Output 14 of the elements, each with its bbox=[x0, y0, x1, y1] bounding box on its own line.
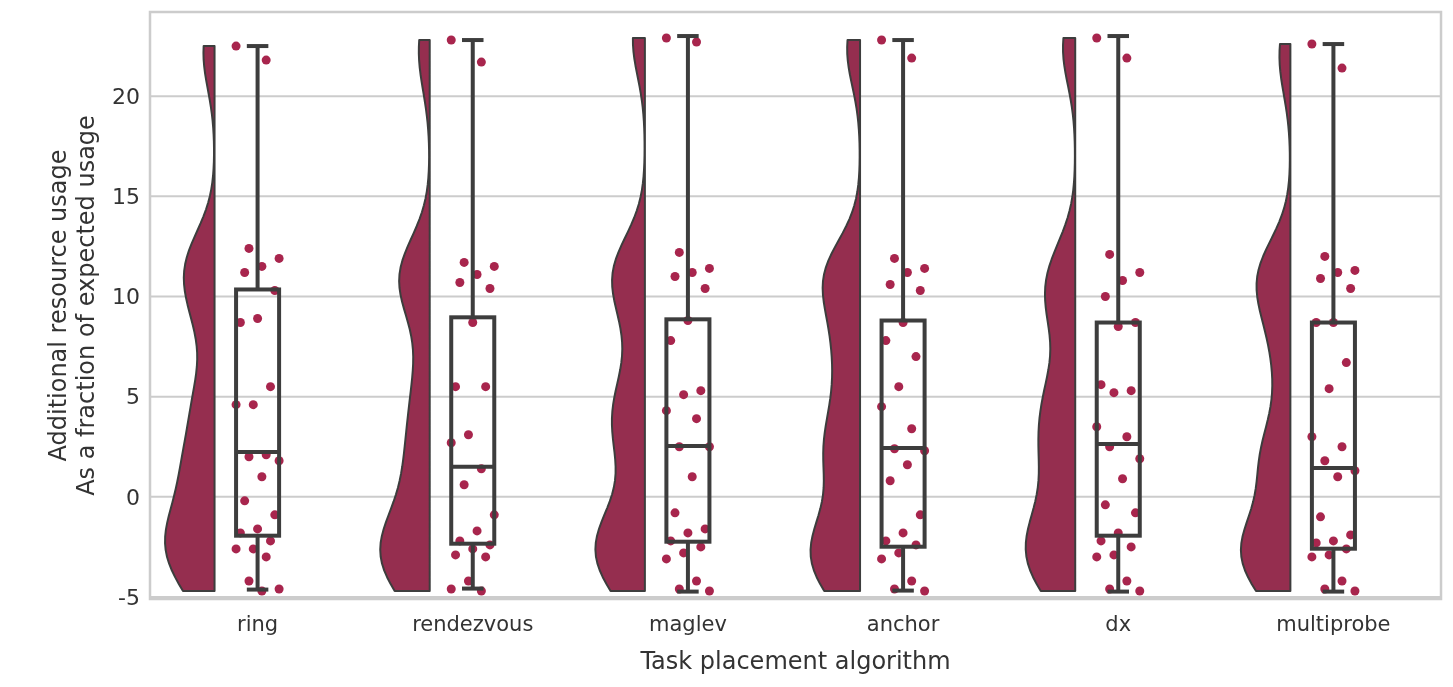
x-tick-label: multiprobe bbox=[1276, 612, 1391, 636]
y-tick-label: 0 bbox=[126, 484, 140, 510]
x-tick-label: dx bbox=[1105, 612, 1132, 636]
x-tick-label: anchor bbox=[866, 612, 940, 636]
x-tick-label: ring bbox=[237, 612, 279, 636]
y-tick-label: 20 bbox=[112, 83, 140, 109]
x-tick-label: rendezvous bbox=[412, 612, 534, 636]
x-axis-title: Task placement algorithm bbox=[639, 647, 951, 675]
y-axis-title: Additional resource usage As a fraction of expected usage bbox=[43, 115, 101, 496]
y-tick-label: 15 bbox=[112, 184, 140, 210]
y-tick-label: -5 bbox=[118, 584, 140, 610]
y-tick-label: 5 bbox=[126, 384, 140, 410]
y-tick-label: 10 bbox=[112, 284, 140, 310]
x-tick-label: maglev bbox=[648, 612, 727, 636]
